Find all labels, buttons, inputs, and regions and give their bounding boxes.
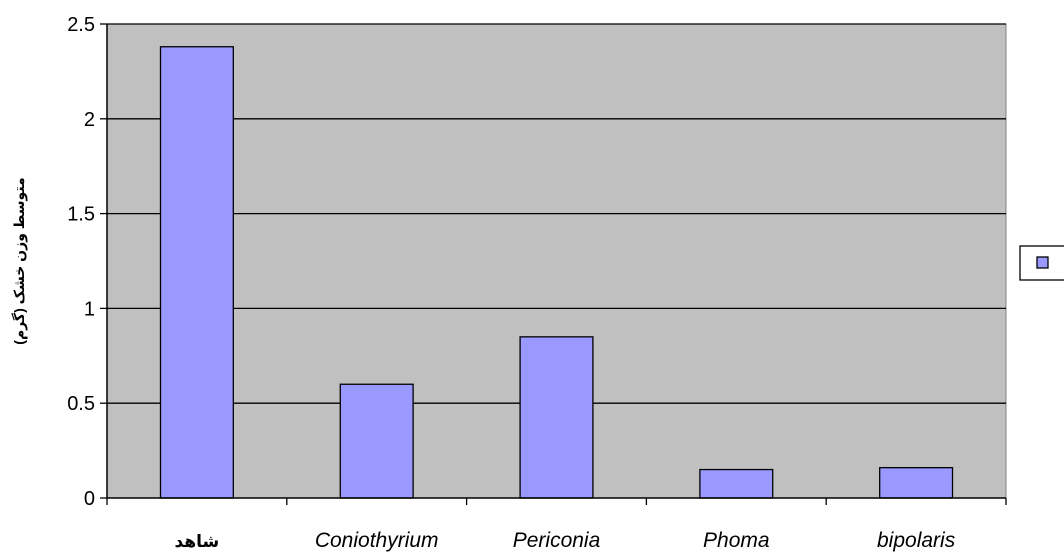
bars xyxy=(159,46,954,499)
y-tick-label: 0 xyxy=(84,488,95,510)
y-tick-label: 1 xyxy=(84,298,95,320)
bar xyxy=(339,383,414,499)
y-tick-label: 2 xyxy=(84,109,95,131)
x-tick-label: bipolaris xyxy=(877,529,956,552)
y-tick-labels: 0 0.5 1 1.5 2 2.5 xyxy=(67,14,95,510)
y-tick-label: 1.5 xyxy=(67,204,95,226)
y-axis-title: متوسط وزن خشک (گرم) xyxy=(11,177,28,344)
y-tick-label: 2.5 xyxy=(67,14,95,36)
x-tick-label: Phoma xyxy=(703,529,770,552)
x-tick-label: Coniothyrium xyxy=(315,529,439,552)
legend xyxy=(1019,245,1064,281)
legend-swatch xyxy=(1036,256,1049,269)
x-tick-label: Periconia xyxy=(513,529,601,552)
bar xyxy=(519,336,594,499)
axes xyxy=(100,23,1007,505)
x-tick-label: شاهد xyxy=(175,532,220,551)
bar xyxy=(159,46,234,499)
gridlines xyxy=(107,23,1006,404)
bar xyxy=(699,468,774,499)
x-tick-labels: شاهد Coniothyrium Periconia Phoma bipolaris xyxy=(175,529,956,552)
bar xyxy=(879,467,954,499)
y-tick-label: 0.5 xyxy=(67,393,95,415)
